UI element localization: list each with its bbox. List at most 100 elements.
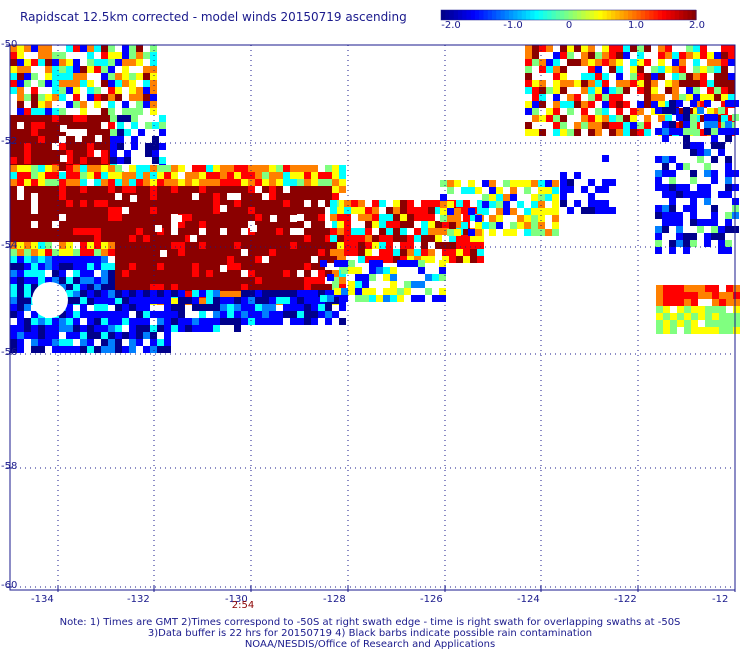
swath-cell	[87, 87, 94, 94]
swath-cell	[220, 291, 227, 298]
swath-cell	[711, 121, 718, 128]
swath-cell	[199, 165, 206, 172]
swath-cell	[87, 186, 94, 193]
swath-cell	[45, 80, 52, 87]
swath-cell	[704, 184, 711, 191]
swath-cell	[386, 242, 393, 249]
swath-cell	[115, 235, 122, 242]
swath-cell	[150, 270, 157, 277]
lat-tick-label: -50	[1, 39, 18, 50]
swath-cell	[220, 165, 227, 172]
swath-cell	[234, 270, 241, 277]
swath-cell	[304, 284, 311, 291]
swath-cell	[602, 87, 609, 94]
swath-cell	[38, 150, 45, 157]
swath-cell	[358, 242, 365, 249]
swath-cell	[122, 200, 129, 207]
swath-cell	[164, 318, 171, 325]
swath-cell	[220, 193, 227, 200]
swath-cell	[546, 108, 553, 115]
swath-cell	[725, 170, 732, 177]
swath-cell	[567, 129, 574, 136]
swath-cell	[110, 136, 117, 143]
swath-cell	[602, 45, 609, 52]
swath-cell	[171, 311, 178, 318]
swath-cell	[87, 157, 94, 164]
swath-cell	[684, 313, 691, 320]
swath-cell	[683, 240, 690, 247]
swath-cell	[679, 73, 686, 80]
swath-cell	[185, 179, 192, 186]
swath-cell	[101, 172, 108, 179]
swath-cell	[80, 228, 87, 235]
swath-cell	[157, 311, 164, 318]
swath-cell	[269, 297, 276, 304]
swath-cell	[539, 129, 546, 136]
swath-cell	[220, 311, 227, 318]
swath-cell	[503, 208, 510, 215]
missing-cell	[175, 215, 182, 222]
swath-cell	[463, 242, 470, 249]
swath-cell	[651, 73, 658, 80]
swath-cell	[532, 101, 539, 108]
swath-cell	[80, 101, 87, 108]
swath-cell	[311, 235, 318, 242]
swath-cell	[524, 222, 531, 229]
swath-cell	[602, 115, 609, 122]
swath-cell	[227, 172, 234, 179]
swath-cell	[690, 128, 697, 135]
swath-cell	[164, 249, 171, 256]
swath-cell	[276, 228, 283, 235]
swath-cell	[435, 242, 442, 249]
swath-cell	[164, 284, 171, 291]
swath-cell	[351, 200, 358, 207]
swath-cell	[143, 228, 150, 235]
swath-cell	[712, 327, 719, 334]
swath-cell	[129, 200, 136, 207]
swath-cell	[94, 157, 101, 164]
swath-cell	[52, 200, 59, 207]
swath-cell	[698, 327, 705, 334]
swath-cell	[164, 186, 171, 193]
swath-cell	[87, 172, 94, 179]
swath-cell	[669, 100, 676, 107]
swath-cell	[454, 208, 461, 215]
swath-cell	[393, 228, 400, 235]
swath-cell	[115, 200, 122, 207]
swath-cell	[630, 45, 637, 52]
swath-cell	[269, 172, 276, 179]
swath-cell	[407, 242, 414, 249]
swath-cell	[693, 59, 700, 66]
swath-cell	[700, 129, 707, 136]
swath-cell	[171, 186, 178, 193]
swath-cell	[463, 228, 470, 235]
swath-cell	[150, 284, 157, 291]
swath-cell	[595, 200, 602, 207]
swath-cell	[24, 179, 31, 186]
swath-cell	[475, 187, 482, 194]
swath-cell	[683, 142, 690, 149]
swath-cell	[234, 249, 241, 256]
swath-cell	[17, 249, 24, 256]
swath-cell	[17, 242, 24, 249]
swath-cell	[38, 263, 45, 270]
swath-cell	[24, 304, 31, 311]
lon-tick-label: -130	[225, 594, 248, 605]
swath-cell	[539, 59, 546, 66]
swath-cell	[124, 157, 131, 164]
swath-cell	[17, 311, 24, 318]
swath-cell	[164, 221, 171, 228]
swath-cell	[728, 87, 735, 94]
swath-cell	[662, 107, 669, 114]
swath-cell	[108, 249, 115, 256]
swath-cell	[358, 249, 365, 256]
swath-cell	[379, 221, 386, 228]
swath-cell	[131, 122, 138, 129]
note-line-3: NOAA/NESDIS/Office of Research and Appli…	[244, 639, 496, 650]
swath-cell	[52, 339, 59, 346]
swath-cell	[38, 108, 45, 115]
swath-cell	[248, 270, 255, 277]
swath-cell	[705, 320, 712, 327]
swath-cell	[199, 290, 206, 297]
missing-cell	[60, 125, 67, 132]
